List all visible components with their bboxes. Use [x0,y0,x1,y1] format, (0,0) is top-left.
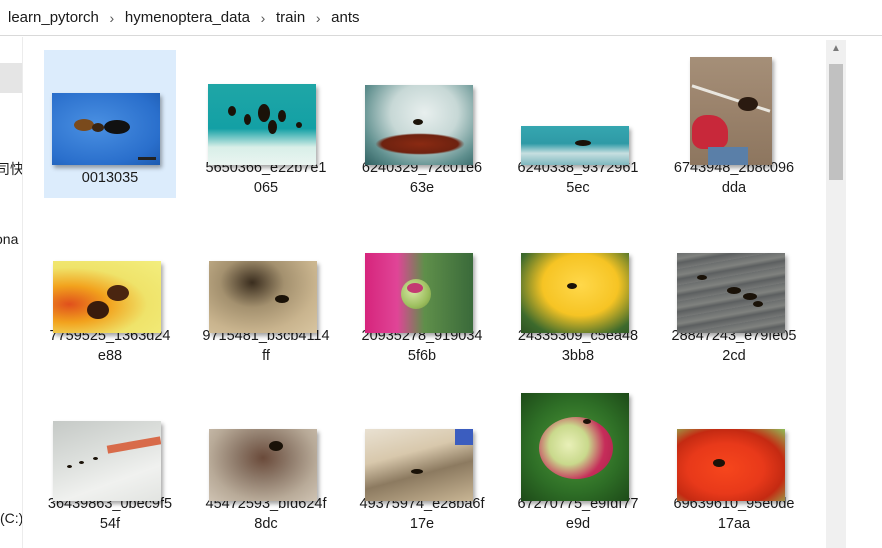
navigation-pane[interactable]: 司快 ona (C:) [0,37,23,548]
thumbnail [356,386,488,501]
file-tile[interactable]: 5650366_e22b7e1065 [200,50,332,198]
chevron-right-icon[interactable]: › [109,9,115,26]
thumbnail [356,50,488,165]
thumbnail [44,218,176,333]
image-thumbnail [677,429,785,501]
file-tile[interactable]: 24335309_c5ea483bb8 [512,218,644,366]
image-thumbnail [521,393,629,501]
file-tile[interactable]: 36439863_0bec9f554f [44,386,176,534]
image-thumbnail [521,253,629,333]
file-tile[interactable]: 0013035 [44,50,176,198]
image-thumbnail [208,84,316,165]
file-tile[interactable]: 28847243_e79fe052cd [668,218,800,366]
nav-item-drive-c[interactable]: (C:) [0,510,23,526]
nav-item-selected[interactable] [0,63,22,93]
file-tile[interactable]: 45472593_bfd624f8dc [200,386,332,534]
file-tile[interactable]: 6743948_2b8c096dda [668,50,800,198]
file-tile[interactable]: 49375974_e28ba6f17e [356,386,488,534]
file-tile[interactable]: 6240329_72c01e663e [356,50,488,198]
thumbnail [668,50,800,165]
image-thumbnail [53,261,161,333]
thumbnail [44,50,176,168]
image-thumbnail [677,253,785,333]
file-name: 0013035 [81,170,139,186]
thumbnail [200,386,332,501]
file-tile[interactable]: 20935278_9190345f6b [356,218,488,366]
thumbnail [512,386,644,501]
thumbnail [512,218,644,333]
thumbnail [200,50,332,165]
chevron-right-icon[interactable]: › [315,9,321,26]
image-thumbnail [365,429,473,501]
image-thumbnail [53,421,161,501]
nav-item-personal[interactable]: ona [0,231,19,247]
breadcrumb-train[interactable]: train [275,9,306,26]
file-tile[interactable]: 7759525_1363d24e88 [44,218,176,366]
image-thumbnail [52,93,160,165]
thumbnail [668,218,800,333]
breadcrumb-hymenoptera-data[interactable]: hymenoptera_data [124,9,250,26]
breadcrumb-learn-pytorch[interactable]: learn_pytorch [8,9,99,26]
address-bar[interactable]: learn_pytorch › hymenoptera_data › train… [0,0,882,36]
thumbnail [200,218,332,333]
thumbnail [44,386,176,501]
breadcrumb-ants[interactable]: ants [331,9,360,26]
file-tile[interactable]: 69639610_95e0de17aa [668,386,800,534]
thumbnail [356,218,488,333]
file-tile[interactable]: 6240338_93729615ec [512,50,644,198]
window-edge [846,37,882,548]
scroll-up-arrow-icon[interactable]: ▲ [831,43,841,54]
image-thumbnail [209,261,317,333]
image-thumbnail [521,126,629,165]
chevron-right-icon[interactable]: › [260,9,266,26]
image-thumbnail [209,429,317,501]
file-grid: 0013035 5650366_e22b7e1065 6240329_72c01… [24,37,824,548]
thumbnail [668,386,800,501]
image-thumbnail [365,253,473,333]
vertical-scrollbar[interactable]: ▲ [826,40,846,548]
image-thumbnail [365,85,473,165]
nav-item-quick-access[interactable]: 司快 [0,161,23,177]
image-thumbnail [690,57,772,165]
file-tile[interactable]: 9715481_b3cb4114ff [200,218,332,366]
file-tile[interactable]: 67270775_e9fdf77e9d [512,386,644,534]
scroll-thumb[interactable] [829,64,843,180]
thumbnail [512,50,644,165]
